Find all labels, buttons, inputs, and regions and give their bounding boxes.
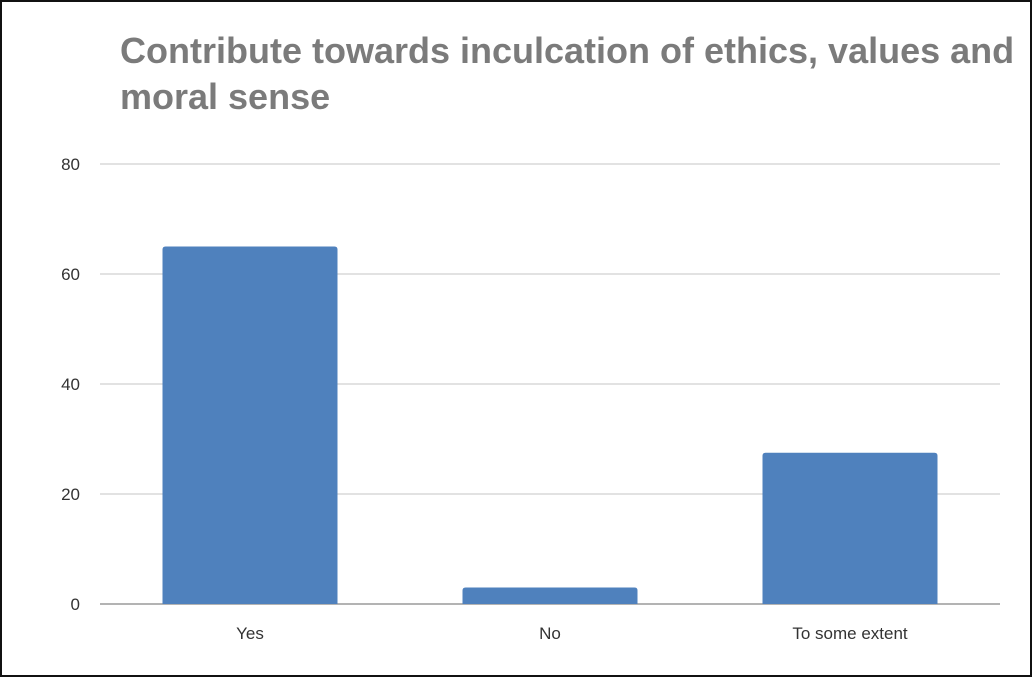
y-tick-label: 40 — [61, 375, 80, 394]
bar-yes — [162, 246, 338, 604]
bar-to-some-extent — [762, 452, 938, 604]
x-category-label: No — [539, 624, 561, 643]
chart-title: Contribute towards inculcation of ethics… — [120, 30, 1015, 117]
y-tick-label: 80 — [61, 155, 80, 174]
x-axis-categories: Yes No To some extent — [236, 624, 908, 643]
y-tick-label: 20 — [61, 485, 80, 504]
y-axis-ticks: 0 20 40 60 80 — [61, 155, 80, 614]
y-tick-label: 60 — [61, 265, 80, 284]
y-tick-label: 0 — [71, 595, 80, 614]
bar-no — [462, 587, 638, 604]
x-category-label: To some extent — [792, 624, 908, 643]
bars — [162, 246, 938, 604]
x-category-label: Yes — [236, 624, 264, 643]
